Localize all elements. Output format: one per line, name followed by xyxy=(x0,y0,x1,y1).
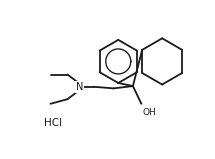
Text: HCl: HCl xyxy=(44,118,63,128)
Text: N: N xyxy=(76,82,83,92)
Text: OH: OH xyxy=(143,108,157,117)
